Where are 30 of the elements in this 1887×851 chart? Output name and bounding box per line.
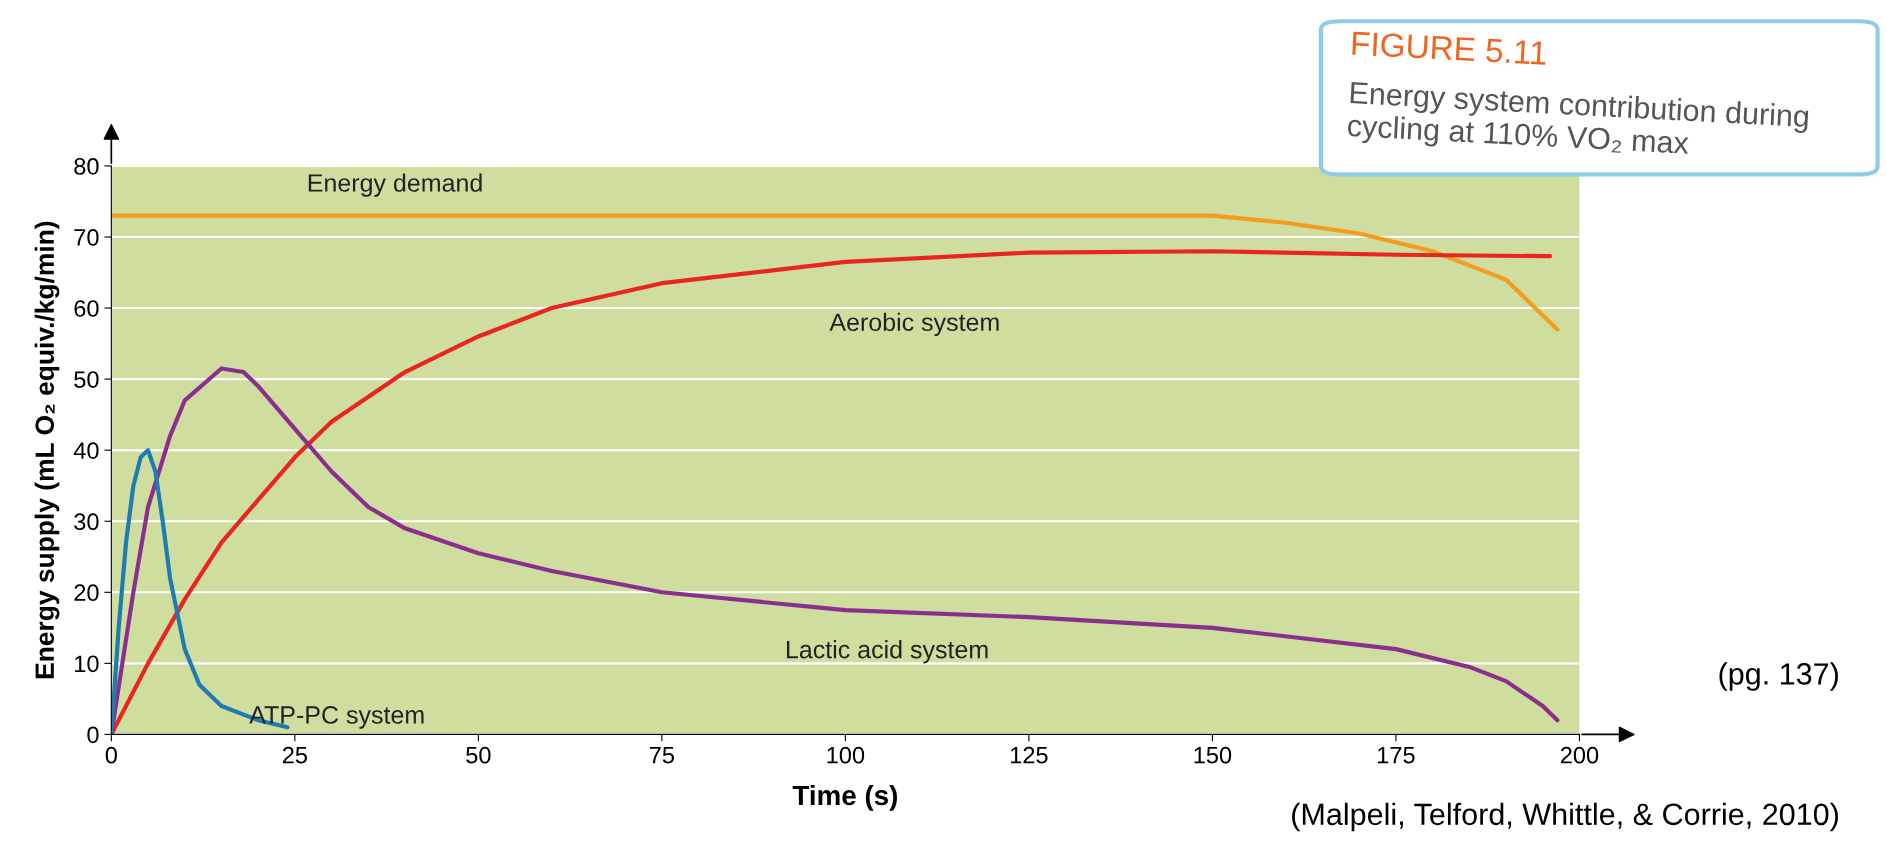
x-tick-label: 100 xyxy=(827,746,865,764)
y-tick-label: 50 xyxy=(74,371,99,388)
text: (Malpeli, Telford, Whittle, & Corrie, 2010) xyxy=(1292,802,1838,832)
x-tick-label: 75 xyxy=(649,747,675,764)
series-label: Energy demand xyxy=(308,173,482,197)
x-tick-label: 25 xyxy=(282,746,307,764)
x-tick-label: 50 xyxy=(466,746,491,764)
text: (pg. 137) xyxy=(1719,662,1838,691)
line-series xyxy=(111,249,1553,735)
line-series xyxy=(111,366,1560,735)
x-tick-label: 200 xyxy=(1560,746,1599,764)
y-tick-label: 70 xyxy=(74,229,99,246)
series-label: Lactic acid system xyxy=(786,640,988,664)
x-tick-label: 175 xyxy=(1378,747,1415,764)
y-tick-label: 10 xyxy=(75,655,99,673)
x-tick-label: 0 xyxy=(105,746,117,764)
y-tick-label: 20 xyxy=(74,584,99,602)
y-tick-label: 30 xyxy=(74,513,99,531)
y-tick-label: 40 xyxy=(73,442,99,459)
series-label: Aerobic system xyxy=(829,312,999,337)
x-axis-title: Time (s) xyxy=(792,784,897,811)
x-tick-label: 150 xyxy=(1194,746,1232,764)
y-axis-title: Energy supply (mL O₂ equiv./kg/min) xyxy=(34,221,60,679)
y-tick-label: 80 xyxy=(74,158,99,175)
series-label: ATP-PC system xyxy=(249,706,424,729)
y-tick-label: 0 xyxy=(87,726,99,744)
chart-title: FIGURE 5.11 xyxy=(1352,31,1547,66)
chart-subtitle: Energy system contribution during cycling at 110% VO₂ max xyxy=(1347,80,1809,161)
y-tick-label: 60 xyxy=(74,300,99,317)
x-tick-label: 125 xyxy=(1010,746,1048,764)
